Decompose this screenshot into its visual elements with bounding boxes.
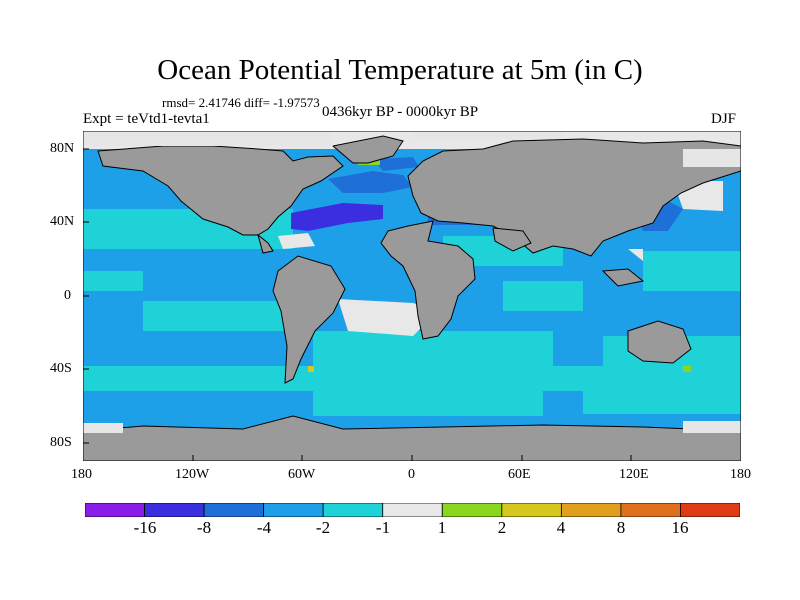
x-tick-label: 180 <box>71 467 92 482</box>
colorbar-label: 1 <box>437 518 447 537</box>
tick-marks <box>83 148 632 461</box>
stats-label: rmsd= 2.41746 diff= -1.97573 <box>162 95 320 110</box>
x-tick-label: 60W <box>288 467 316 482</box>
colorbar-label: 4 <box>556 518 566 537</box>
colorbar-label: 16 <box>671 518 689 537</box>
colorbar-label: -4 <box>256 518 272 537</box>
x-tick-label: 60E <box>508 467 531 482</box>
greenland <box>331 135 404 164</box>
colorbar-segment <box>85 503 145 517</box>
colorbar-segment <box>680 503 740 517</box>
arabia <box>492 227 532 252</box>
colorbar-label: 8 <box>616 518 626 537</box>
colorbar-label: -8 <box>196 518 212 537</box>
y-tick-label: 40S <box>50 361 72 376</box>
map-panel <box>83 131 741 461</box>
colorbar-segment <box>501 503 562 517</box>
y-tick-label: 0 <box>64 288 71 303</box>
x-tick-label: 120W <box>175 467 210 482</box>
y-tick-label: 80S <box>50 435 72 450</box>
colorbar-segment <box>203 503 265 517</box>
north-america <box>97 145 344 236</box>
colorbar-segment <box>620 503 681 517</box>
plot-title: Ocean Potential Temperature at 5m (in C) <box>157 54 643 86</box>
colorbar-label: -16 <box>133 518 157 537</box>
ice-regions <box>83 131 741 433</box>
australia <box>627 320 692 364</box>
colorbar-segment <box>560 503 622 517</box>
land-masses <box>83 135 741 461</box>
colorbar-segment <box>382 503 443 517</box>
antarctica <box>83 415 741 461</box>
africa <box>380 220 476 340</box>
y-tick-label: 40N <box>50 214 75 229</box>
colorbar <box>85 503 740 517</box>
colorbar-label: 2 <box>497 518 507 537</box>
colorbar-segment <box>144 503 205 517</box>
x-tick-label: 180 <box>730 467 751 482</box>
colorbar-segment <box>263 503 324 517</box>
period-label: 0436kyr BP - 0000kyr BP <box>322 104 479 120</box>
experiment-label: Expt = teVtd1-tevta1 <box>83 111 210 127</box>
eurasia <box>407 138 741 257</box>
y-tick-label: 80N <box>50 141 75 156</box>
colorbar-label: -1 <box>375 518 391 537</box>
x-tick-label: 120E <box>619 467 649 482</box>
south-america <box>272 255 346 384</box>
colorbar-segment <box>322 503 384 517</box>
central-america <box>257 233 274 254</box>
x-tick-label: 0 <box>408 467 415 482</box>
indonesia <box>601 268 645 287</box>
colorbar-segment <box>441 503 503 517</box>
colorbar-label: -2 <box>315 518 331 537</box>
season-label: DJF <box>711 111 737 127</box>
